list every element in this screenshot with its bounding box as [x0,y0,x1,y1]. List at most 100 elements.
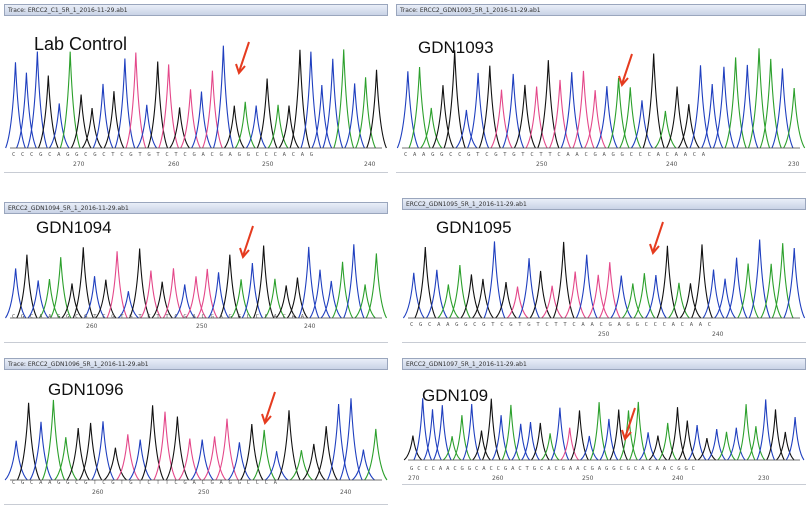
trace-title-bar: Trace: ERCC2_C1_5R_1_2016-11-29.ab1 [4,4,388,16]
position-label: 250 [536,161,548,168]
trace-peak [190,439,214,481]
trace-peak [501,404,521,461]
trace-peak [196,268,218,319]
trace-peak [580,435,599,461]
trace-peak [481,398,501,461]
trace-peak [227,442,251,481]
trace-title-bar: ERCC2_GDN1095_5R_1_2016-11-29.ab1 [402,198,806,210]
trace-peak [234,101,256,149]
trace-peak [575,254,598,319]
trace-peak [756,399,776,461]
trace-peak [191,91,212,149]
trace-peak [70,94,92,149]
trace-peak [697,437,717,461]
trace-peak [140,405,165,481]
position-label: 250 [196,323,208,330]
position-label: 260 [168,161,180,168]
trace-peak [264,278,286,319]
position-label: 260 [92,489,104,496]
chromatogram [5,45,387,149]
trace-title-bar: Trace: ERCC2_GDN1096_5R_1_2016-11-29.ab1 [4,358,388,370]
trace-peak [550,407,570,461]
position-label: 230 [788,161,800,168]
trace-peak [38,279,61,319]
trace-peak [737,263,759,319]
trace-peak [275,285,297,319]
trace-peak [365,253,387,319]
trace-peak [549,79,572,149]
trace-peak [783,88,806,149]
trace-peak [511,423,530,461]
trace-peak [339,398,363,481]
trace-peak [169,107,190,149]
trace-peak [298,246,320,319]
trace-peak [256,78,278,149]
trace-peak [128,439,152,481]
trace-peak [125,52,147,149]
position-label: 250 [582,475,594,482]
trace-peak [245,105,267,149]
trace-peak [185,276,207,319]
trace-peak [472,278,494,319]
trace-peak [5,62,26,149]
trace-peak [717,431,736,461]
trace-peak [540,433,560,461]
mutation-arrow-icon [261,391,276,425]
trace-peak [595,86,618,149]
trace-peak [702,269,725,319]
trace-peak [252,245,275,319]
base-calls: C G C A A G G C G T C G T G T C T T C G … [12,314,306,320]
trace-peak [151,281,173,319]
trace-peak [366,69,387,149]
trace-peak [460,274,483,319]
trace-peak [452,415,472,461]
trace-peak [589,402,609,461]
trace-peak [736,404,756,461]
trace-peak [449,265,471,319]
trace-panel-gdn1095: ERCC2_GDN1095_5R_1_2016-11-29.ab1 GDN109… [402,198,806,343]
trace-peak [320,280,342,319]
trace-panel-gdn1097: ERCC2_GDN1097_5R_1_2016-11-29.ab1 GDN109… [402,358,806,485]
trace-peak [771,68,794,149]
trace-peak [525,86,548,149]
sample-label: GDN1093 [418,38,494,57]
mutation-arrow-icon [235,41,250,75]
trace-peak [326,403,351,481]
mutation-arrow-icon [239,225,254,259]
trace-peak [619,87,642,149]
trace-peak [91,421,115,481]
trace-panel-gdn1096: Trace: ERCC2_GDN1096_5R_1_2016-11-29.ab1… [4,358,388,505]
trace-peak [701,84,724,149]
position-label: 250 [598,331,610,338]
position-label: 240 [304,323,316,330]
trace-peak [351,449,375,481]
trace-panel-gdn1093: Trace: ERCC2_GDN1093_5R_1_2016-11-29.ab1… [396,4,806,173]
trace-peak [48,103,70,149]
trace-peak [628,401,648,461]
trace-peak [610,275,633,319]
trace-peak [16,254,38,319]
trace-peak [331,261,354,319]
trace-peak [212,45,234,149]
trace-peak [414,247,437,319]
trace-peak [506,286,529,319]
trace-peak [178,438,202,481]
trace-peak [707,428,726,461]
trace-peak [207,272,230,319]
chromatogram [403,398,805,461]
trace-peak [136,104,158,149]
trace-peak [679,283,702,319]
trace-peak [396,71,419,149]
trace-peak [103,91,125,149]
trace-peak [344,83,365,149]
trace-peak [677,104,700,149]
trace-peak [607,78,630,149]
trace-peak [61,283,83,319]
trace-peak [467,72,490,149]
trace-peak [747,48,771,149]
trace-peak [490,89,513,149]
trace-peak [431,85,454,149]
trace-peak [5,268,27,319]
trace-peak [759,58,782,149]
base-calls: C G C A A G G C G T C G T G T C T T C G … [12,480,279,486]
